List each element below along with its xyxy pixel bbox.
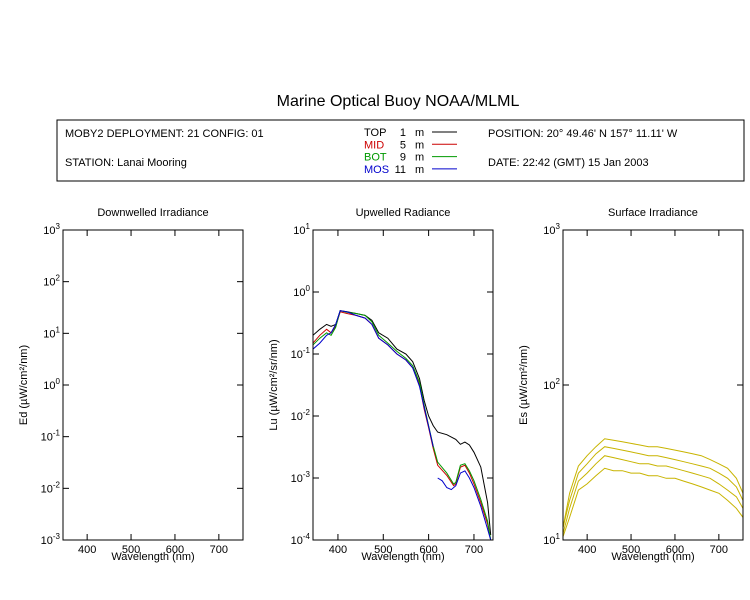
legend-unit: m: [415, 152, 424, 164]
series-line-top: [313, 310, 492, 536]
x-tick-label: 400: [578, 544, 596, 556]
legend-unit: m: [415, 127, 424, 139]
x-tick-label: 500: [374, 544, 392, 556]
y-axis-label: Lu (µW/cm²/sr/nm): [268, 339, 280, 430]
y-axis-label: Ed (µW/cm²/nm): [18, 345, 30, 425]
panel-title: Surface Irradiance: [608, 207, 698, 219]
panel-upwelled-radiance: Upwelled Radiance 400 500 600 700 Wavelength …: [268, 207, 494, 563]
series-line: [563, 455, 743, 534]
series-line-mos: [437, 470, 492, 540]
x-axis-label: Wavelength (nm): [111, 551, 194, 563]
x-axis-label: Wavelength (nm): [611, 551, 694, 563]
legend-label: MOS: [364, 164, 389, 176]
x-tick-label: 600: [166, 544, 184, 556]
y-tick-label: 10-2: [291, 408, 311, 423]
plot-frame: [562, 229, 744, 541]
plot-frame: [62, 229, 244, 541]
x-tick-label: 600: [419, 544, 437, 556]
legend-label: TOP: [364, 127, 386, 139]
plot-frame: [312, 229, 494, 541]
panel-surface-irradiance: Surface Irradiance 400 500 600 700 Wavelength…: [518, 207, 744, 563]
x-tick-label: 600: [666, 544, 684, 556]
series-line: [563, 438, 743, 528]
position-text: POSITION: 20° 49.46' N 157° 11.11' W: [488, 128, 678, 140]
x-tick-label: 700: [710, 544, 728, 556]
y-tick-label: 101: [43, 325, 60, 340]
y-tick-label: 102: [543, 377, 560, 392]
x-tick-label: 500: [622, 544, 640, 556]
deployment-text: MOBY2 DEPLOYMENT: 21 CONFIG: 01: [65, 128, 264, 140]
y-tick-label: 100: [293, 284, 310, 299]
info-box-border: [56, 119, 745, 182]
y-tick-label: 102: [43, 274, 60, 289]
x-tick-label: 700: [465, 544, 483, 556]
x-tick-label: 500: [122, 544, 140, 556]
legend-label: MID: [364, 139, 384, 151]
y-tick-label: 101: [543, 532, 560, 547]
legend-depth: 1: [400, 127, 406, 139]
y-tick-label: 10-2: [41, 480, 61, 495]
series-line-bot: [313, 310, 492, 540]
y-tick-label: 10-3: [291, 470, 311, 485]
date-text: DATE: 22:42 (GMT) 15 Jan 2003: [488, 157, 649, 169]
info-box: MOBY2 DEPLOYMENT: 21 CONFIG: 01 STATION:…: [56, 119, 745, 182]
y-tick-label: 10-3: [41, 532, 61, 547]
panel-title: Downwelled Irradiance: [97, 207, 208, 219]
series-line-mos: [313, 310, 434, 447]
legend-depth: 9: [400, 152, 406, 164]
legend-unit: m: [415, 139, 424, 151]
y-tick-label: 100: [43, 377, 60, 392]
series-line: [563, 446, 743, 528]
y-tick-label: 10-1: [291, 346, 311, 361]
station-text: STATION: Lanai Mooring: [65, 157, 187, 169]
x-axis-label: Wavelength (nm): [361, 551, 444, 563]
legend-unit: m: [415, 164, 424, 176]
y-tick-label: 103: [543, 222, 560, 237]
y-tick-label: 10-1: [41, 429, 61, 444]
series-line-mid: [313, 311, 492, 540]
y-tick-label: 101: [293, 222, 310, 237]
y-tick-label: 103: [43, 222, 60, 237]
legend-label: BOT: [364, 152, 387, 164]
legend-depth: 11: [395, 164, 406, 176]
series-line: [563, 467, 743, 537]
x-tick-label: 400: [78, 544, 96, 556]
x-tick-label: 700: [210, 544, 228, 556]
panel-downwelled-irradiance: Downwelled Irradiance 400 500 600 700 Wavelen…: [18, 207, 244, 563]
y-tick-label: 10-4: [291, 532, 311, 547]
y-axis-label: Es (µW/cm²/nm): [518, 345, 530, 425]
figure-title: Marine Optical Buoy NOAA/MLML: [277, 93, 520, 110]
panel-title: Upwelled Radiance: [356, 207, 451, 219]
x-tick-label: 400: [329, 544, 347, 556]
legend-depth: 5: [400, 139, 406, 151]
